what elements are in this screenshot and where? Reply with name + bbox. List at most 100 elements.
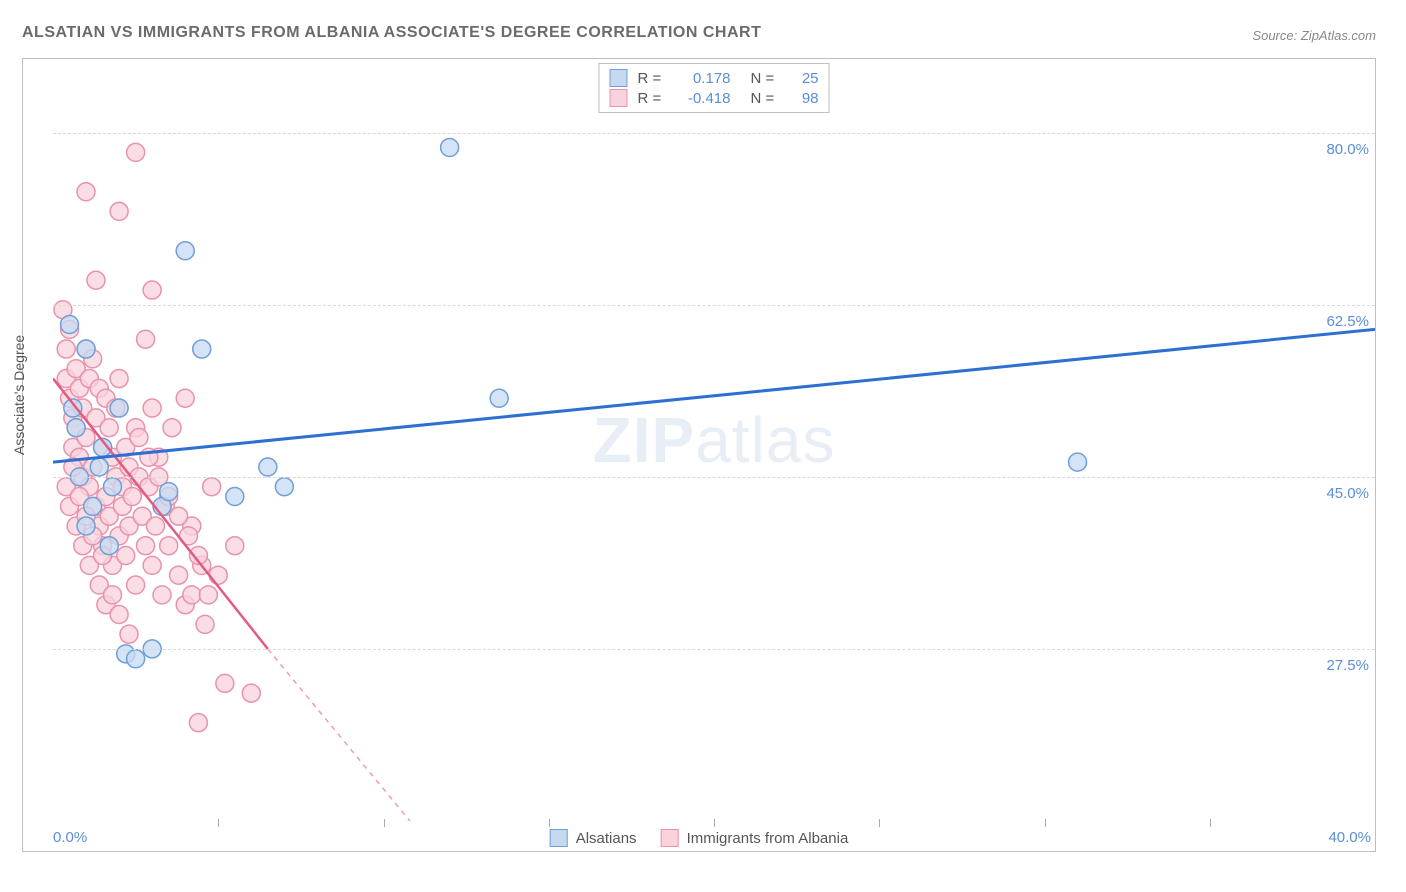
legend-label: Immigrants from Albania	[687, 830, 849, 847]
scatter-point	[110, 606, 128, 624]
x-minor-tick	[1210, 819, 1211, 827]
r-label: R =	[638, 90, 666, 107]
scatter-point	[146, 517, 164, 535]
scatter-point	[1069, 453, 1087, 471]
x-tick-label: 40.0%	[1328, 829, 1371, 846]
scatter-point	[110, 399, 128, 417]
scatter-point	[127, 650, 145, 668]
legend-label: Alsatians	[576, 830, 637, 847]
scatter-point	[123, 488, 141, 506]
scatter-point	[189, 714, 207, 732]
y-tick-label: 45.0%	[1326, 485, 1369, 502]
legend-stat-row: R = -0.418 N = 98	[610, 88, 819, 108]
scatter-point	[143, 281, 161, 299]
scatter-point	[90, 458, 108, 476]
x-minor-tick	[879, 819, 880, 827]
x-minor-tick	[1045, 819, 1046, 827]
scatter-point	[67, 419, 85, 437]
scatter-point	[77, 340, 95, 358]
legend-swatch	[610, 69, 628, 87]
source-value: ZipAtlas.com	[1301, 28, 1376, 43]
trend-line	[53, 329, 1375, 462]
scatter-point	[163, 419, 181, 437]
legend-swatch	[550, 829, 568, 847]
scatter-point	[100, 537, 118, 555]
legend-stat-row: R = 0.178 N = 25	[610, 68, 819, 88]
r-value: 0.178	[676, 70, 731, 87]
scatter-point	[275, 478, 293, 496]
x-minor-tick	[714, 819, 715, 827]
scatter-point	[127, 576, 145, 594]
scatter-point	[77, 517, 95, 535]
scatter-point	[226, 488, 244, 506]
y-tick-label: 62.5%	[1326, 313, 1369, 330]
scatter-point	[143, 399, 161, 417]
legend-item: Alsatians	[550, 829, 637, 847]
scatter-point	[203, 478, 221, 496]
scatter-point	[490, 389, 508, 407]
grid-line	[53, 477, 1375, 478]
chart-container: Associate's Degree ZIPatlas 27.5%45.0%62…	[22, 58, 1376, 852]
scatter-point	[160, 483, 178, 501]
scatter-point	[153, 586, 171, 604]
y-tick-label: 27.5%	[1326, 657, 1369, 674]
scatter-point	[84, 497, 102, 515]
scatter-point	[117, 547, 135, 565]
scatter-point	[61, 315, 79, 333]
scatter-point	[137, 537, 155, 555]
scatter-point	[242, 684, 260, 702]
scatter-point	[183, 586, 201, 604]
legend-swatch	[610, 89, 628, 107]
grid-line	[53, 649, 1375, 650]
scatter-point	[199, 586, 217, 604]
scatter-point	[441, 138, 459, 156]
scatter-point	[103, 586, 121, 604]
scatter-point	[87, 271, 105, 289]
legend-stats: R = 0.178 N = 25 R = -0.418 N = 98	[599, 63, 830, 113]
scatter-point	[120, 625, 138, 643]
trend-line-dashed	[268, 649, 410, 821]
scatter-point	[209, 566, 227, 584]
scatter-point	[143, 556, 161, 574]
scatter-point	[170, 566, 188, 584]
n-label: N =	[751, 90, 779, 107]
scatter-point	[176, 242, 194, 260]
scatter-point	[110, 370, 128, 388]
x-minor-tick	[384, 819, 385, 827]
scatter-point	[103, 478, 121, 496]
source-label: Source:	[1252, 28, 1297, 43]
y-axis-title: Associate's Degree	[11, 335, 27, 455]
chart-title: ALSATIAN VS IMMIGRANTS FROM ALBANIA ASSO…	[22, 24, 761, 42]
y-tick-label: 80.0%	[1326, 141, 1369, 158]
legend-swatch	[661, 829, 679, 847]
n-label: N =	[751, 70, 779, 87]
scatter-point	[226, 537, 244, 555]
x-tick-label: 0.0%	[53, 829, 87, 846]
legend-item: Immigrants from Albania	[661, 829, 849, 847]
legend-series: Alsatians Immigrants from Albania	[550, 829, 849, 847]
r-label: R =	[638, 70, 666, 87]
source-attribution: Source: ZipAtlas.com	[1252, 28, 1376, 43]
scatter-point	[170, 507, 188, 525]
grid-line	[53, 305, 1375, 306]
scatter-point	[110, 202, 128, 220]
scatter-point	[259, 458, 277, 476]
scatter-point	[57, 340, 75, 358]
r-value: -0.418	[676, 90, 731, 107]
scatter-point	[137, 330, 155, 348]
plot-area: ZIPatlas 27.5%45.0%62.5%80.0% R =0.178N …	[53, 59, 1375, 821]
scatter-point	[216, 674, 234, 692]
scatter-point	[130, 429, 148, 447]
x-minor-tick	[549, 819, 550, 827]
grid-line	[53, 133, 1375, 134]
scatter-point	[176, 389, 194, 407]
scatter-point	[196, 615, 214, 633]
x-minor-tick	[218, 819, 219, 827]
scatter-point	[193, 340, 211, 358]
scatter-point	[127, 143, 145, 161]
n-value: 25	[789, 70, 819, 87]
n-value: 98	[789, 90, 819, 107]
scatter-point	[160, 537, 178, 555]
scatter-point	[77, 183, 95, 201]
scatter-plot-svg	[53, 59, 1375, 821]
